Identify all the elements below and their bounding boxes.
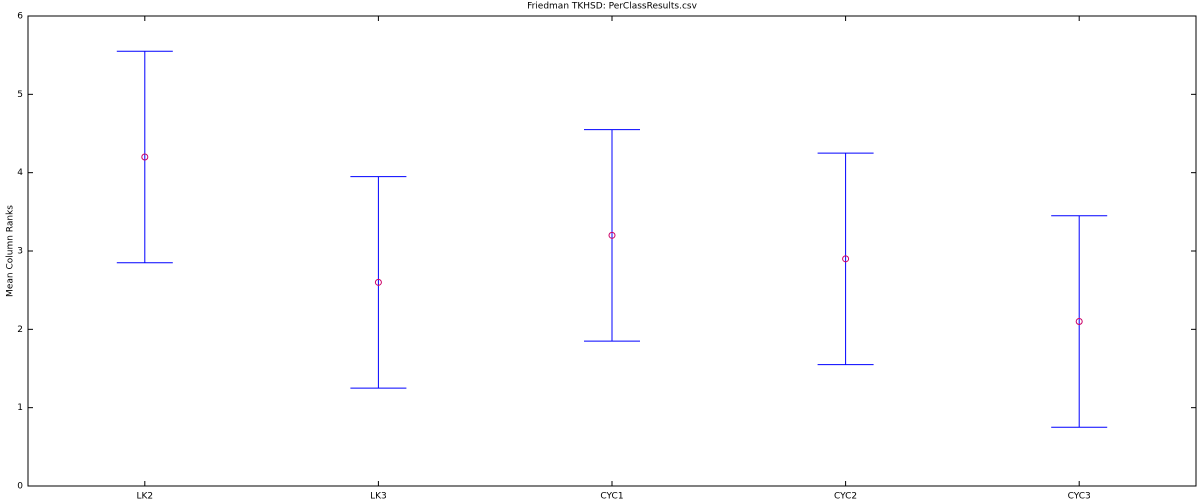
mean-marker (1075, 318, 1083, 325)
y-tick-label: 4 (17, 168, 23, 178)
y-tick-label: 5 (17, 90, 23, 100)
error-bar (116, 50, 173, 264)
error-bar (584, 129, 640, 342)
x-tick-label: LK2 (136, 492, 153, 500)
error-bar (350, 176, 407, 389)
x-tick-label: CYC1 (600, 492, 623, 500)
y-tick-label: 6 (17, 12, 23, 22)
mean-marker (374, 278, 382, 286)
y-tick-label: 0 (17, 482, 23, 492)
x-tick-label: CYC3 (1068, 492, 1091, 500)
y-axis-label: Mean Column Ranks (6, 205, 16, 297)
y-tick-label: 2 (17, 325, 23, 335)
error-bar (1051, 215, 1108, 428)
mean-marker (141, 153, 149, 161)
x-tick-label: CYC2 (834, 492, 857, 500)
mean-marker (608, 231, 616, 239)
mean-marker (842, 255, 850, 263)
y-tick-label: 1 (17, 403, 23, 413)
x-tick-label: LK3 (370, 492, 387, 500)
y-tick-label: 3 (17, 247, 23, 257)
error-bar (817, 152, 874, 366)
chart-title: Friedman TKHSD: PerClassResults.csv (527, 2, 698, 12)
